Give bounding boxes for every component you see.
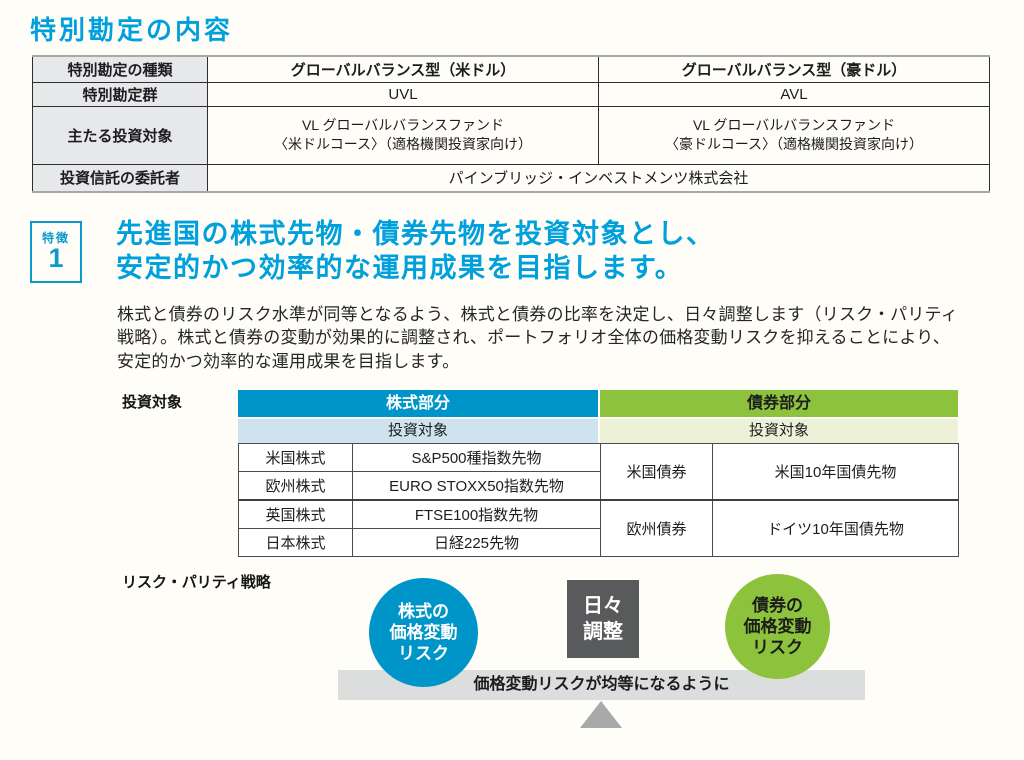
- usd-group-cell: UVL: [207, 81, 599, 107]
- equity-category: 欧州株式: [238, 471, 353, 501]
- trustee-cell: パインブリッジ・インベストメンツ株式会社: [207, 163, 990, 193]
- investment-table-subheader: 投資対象 投資対象: [238, 419, 958, 443]
- row-label: 特別勘定の種類: [32, 55, 208, 83]
- equity-risk-circle: 株式の 価格変動 リスク: [369, 578, 478, 687]
- aud-fund-cell: VL グローバルバランスファンド 〈豪ドルコース〉（適格機関投資家向け）: [598, 105, 990, 165]
- feature-badge-label: 特徴: [41, 230, 70, 245]
- bond-subheader: 投資対象: [600, 419, 958, 443]
- investment-target-label: 投資対象: [122, 394, 183, 411]
- equity-instrument: S&P500種指数先物: [352, 443, 601, 472]
- row-label: 特別勘定群: [32, 81, 208, 107]
- table-row: 主たる投資対象 VL グローバルバランスファンド 〈米ドルコース〉（適格機関投資…: [32, 105, 990, 165]
- equity-category: 日本株式: [238, 528, 353, 557]
- equity-category: 米国株式: [238, 443, 353, 472]
- table-row: 投資信託の委託者 パインブリッジ・インベストメンツ株式会社: [32, 163, 990, 193]
- feature-body-text: 株式と債券のリスク水準が同等となるよう、株式と債券の比率を決定し、日々調整します…: [117, 305, 958, 371]
- table-row: 英国株式 FTSE100指数先物 欧州債券 ドイツ10年国債先物: [238, 499, 959, 557]
- aud-group-cell: AVL: [598, 81, 990, 107]
- investment-instruments-table: 米国株式 S&P500種指数先物 米国債券 米国10年国債先物 欧州株式 EUR…: [238, 443, 959, 557]
- table-row: 米国株式 S&P500種指数先物 米国債券 米国10年国債先物: [238, 443, 959, 501]
- bond-category: 欧州債券: [600, 499, 713, 557]
- fulcrum-triangle: [580, 701, 622, 728]
- table-row: 欧州株式 EURO STOXX50指数先物: [238, 471, 959, 501]
- row-label: 主たる投資対象: [32, 105, 208, 165]
- special-account-table: 特別勘定の種類 グローバルバランス型（米ドル） グローバルバランス型（豪ドル） …: [32, 55, 990, 193]
- row-label: 投資信託の委託者: [32, 163, 208, 193]
- feature-1-badge: 特徴 1: [30, 221, 82, 283]
- bond-instrument: 米国10年国債先物: [712, 443, 959, 501]
- bond-instrument: ドイツ10年国債先物: [712, 499, 959, 557]
- equity-instrument: 日経225先物: [352, 528, 601, 557]
- equity-category: 英国株式: [238, 499, 353, 529]
- usd-fund-cell: VL グローバルバランスファンド 〈米ドルコース〉（適格機関投資家向け）: [207, 105, 599, 165]
- bond-category: 米国債券: [600, 443, 713, 501]
- table-row: 特別勘定群 UVL AVL: [32, 81, 990, 107]
- equity-section-header: 株式部分: [238, 390, 598, 417]
- page-title: 特別勘定の内容: [30, 15, 234, 45]
- aud-type-cell: グローバルバランス型（豪ドル）: [598, 55, 990, 83]
- investment-table-header: 株式部分 債券部分: [238, 390, 958, 417]
- bond-risk-circle: 債券の 価格変動 リスク: [725, 574, 830, 679]
- table-row: 日本株式 日経225先物: [238, 528, 959, 557]
- risk-parity-label: リスク・パリティ戦略: [122, 574, 271, 591]
- equity-instrument: EURO STOXX50指数先物: [352, 471, 601, 501]
- feature-badge-number: 1: [48, 242, 64, 273]
- daily-adjust-box: 日々 調整: [567, 580, 639, 658]
- equity-subheader: 投資対象: [238, 419, 598, 443]
- feature-heading: 先進国の株式先物・債券先物を投資対象とし、 安定的かつ効率的な運用成果を目指しま…: [116, 219, 715, 284]
- usd-type-cell: グローバルバランス型（米ドル）: [207, 55, 599, 83]
- bond-section-header: 債券部分: [600, 390, 958, 417]
- equity-instrument: FTSE100指数先物: [352, 499, 601, 529]
- table-row: 特別勘定の種類 グローバルバランス型（米ドル） グローバルバランス型（豪ドル）: [32, 55, 990, 83]
